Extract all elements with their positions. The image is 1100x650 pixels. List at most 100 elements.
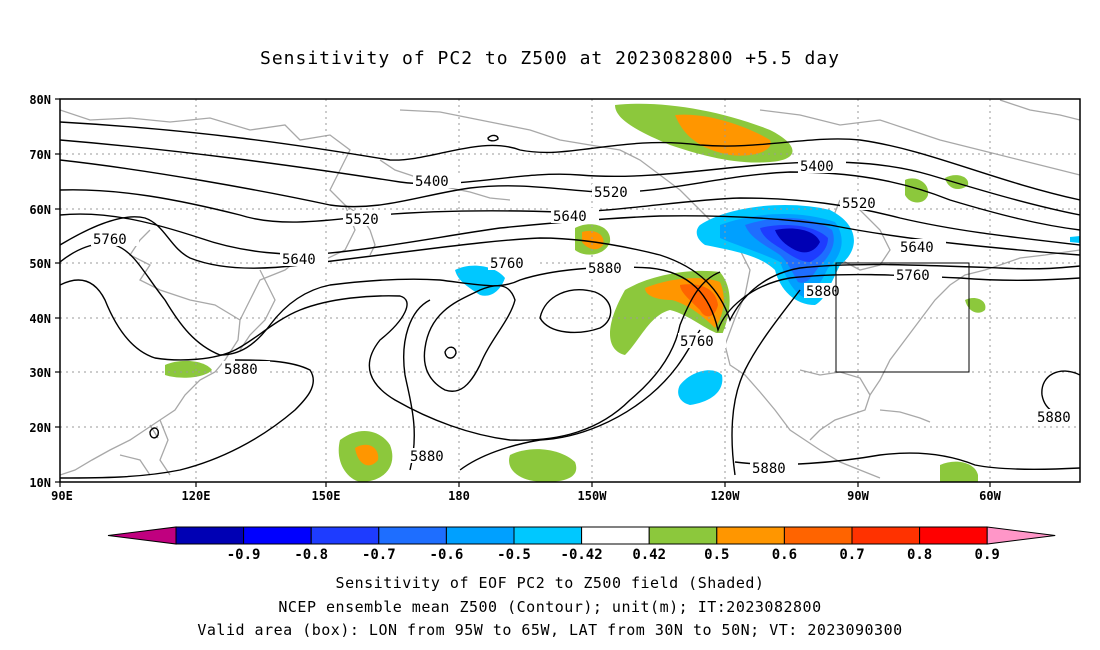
coastline-asia: [60, 109, 356, 476]
colorbar-swatch: [648, 526, 718, 545]
coastline-cuba: [879, 409, 931, 423]
colorbar-label: 0.8: [907, 547, 932, 563]
contour-label: 5520: [345, 212, 379, 228]
contour-label: 5880: [224, 362, 258, 378]
colorbar-swatch: [175, 526, 245, 545]
contour-label: 5640: [553, 209, 587, 225]
lat-label: 40N: [29, 312, 51, 326]
lon-label: 90W: [847, 489, 869, 503]
shade-positive: [905, 178, 929, 203]
colorbar-swatch: [513, 526, 583, 545]
valid-area-box: [835, 262, 970, 373]
colorbar-swatch: [919, 526, 988, 545]
contour-line: [487, 134, 499, 142]
contour-line: [60, 216, 1080, 322]
contour-line: [459, 329, 701, 471]
colorbar-label: -0.6: [430, 547, 464, 563]
shade-positive: [965, 298, 986, 313]
contour-label: 5760: [93, 232, 127, 248]
colorbar-swatch: [445, 526, 515, 545]
z500-contours: [60, 121, 1080, 479]
axis-ticks: [55, 98, 991, 487]
colorbar-swatch: [716, 526, 785, 545]
contour-line: [60, 213, 1080, 256]
shade-positive-stronger: [680, 284, 718, 317]
lat-label: 30N: [29, 366, 51, 380]
contour-label: 5760: [680, 334, 714, 350]
lon-label: 60W: [979, 489, 1001, 503]
coastline-arctic: [759, 109, 1080, 176]
contour-label: 5400: [800, 159, 834, 175]
lat-label: 70N: [29, 148, 51, 162]
colorbar-swatch: [581, 526, 650, 545]
footer-line-3: Valid area (box): LON from 95W to 65W, L…: [197, 621, 903, 639]
lon-label: 150E: [312, 489, 341, 503]
contour-label: 5520: [594, 185, 628, 201]
colorbar-end-low: [107, 526, 177, 545]
coastline-north-america-east: [869, 249, 1080, 396]
shade-positive: [945, 175, 969, 190]
shade-negative: [775, 228, 820, 253]
colorbar-swatch: [243, 526, 312, 545]
contour-label: 5640: [900, 240, 934, 256]
lat-labels: 80N 70N 60N 50N 40N 30N 20N 10N: [29, 93, 51, 490]
contour-line: [539, 289, 612, 334]
footer-line-1: Sensitivity of EOF PC2 to Z500 field (Sh…: [335, 574, 765, 592]
lat-label: 50N: [29, 257, 51, 271]
shade-positive-strong: [355, 444, 379, 466]
shade-positive: [509, 449, 577, 482]
colorbar-label: 0.42: [632, 547, 666, 563]
lat-label: 60N: [29, 203, 51, 217]
contour-line: [60, 271, 721, 441]
colorbar-swatch: [783, 526, 853, 545]
contour-label: 5400: [415, 174, 449, 190]
contour-line: [60, 139, 1080, 216]
footer-line-2: NCEP ensemble mean Z500 (Contour); unit(…: [278, 598, 822, 616]
shade-positive: [940, 461, 978, 482]
colorbar-label: 0.7: [839, 547, 864, 563]
colorbar-label: -0.7: [362, 547, 396, 563]
colorbar-label: -0.8: [294, 547, 328, 563]
coastline-japan: [239, 269, 276, 351]
contour-label: 5760: [896, 268, 930, 284]
lat-label: 80N: [29, 93, 51, 107]
contour-label: 5640: [282, 252, 316, 268]
lat-label: 10N: [29, 476, 51, 490]
colorbar-swatch: [851, 526, 921, 545]
contour-line: [60, 121, 1080, 201]
lon-label: 90E: [51, 489, 73, 503]
colorbar-label: -0.42: [561, 547, 603, 563]
colorbar-label: 0.9: [975, 547, 1000, 563]
lon-label: 150W: [578, 489, 608, 503]
contour-label: 5880: [1037, 410, 1071, 426]
coastlines: [60, 99, 1080, 479]
lon-label: 120E: [182, 489, 211, 503]
colorbar-label: 0.6: [772, 547, 797, 563]
contour-label: 5880: [588, 261, 622, 277]
coastline-north-america-west: [724, 249, 881, 479]
contour-line: [60, 243, 1080, 356]
contour-line: [423, 284, 516, 392]
contour-label: 5880: [806, 284, 840, 300]
lon-labels: 90E 120E 150E 180 150W 120W 90W 60W: [51, 489, 1001, 503]
colorbar-swatch: [378, 526, 447, 545]
shade-negative: [1070, 236, 1080, 243]
coastline-greenland: [999, 99, 1080, 121]
contour-line: [731, 289, 801, 476]
colorbar-label: -0.5: [497, 547, 531, 563]
map-title: Sensitivity of PC2 to Z500 at 2023082800…: [259, 48, 840, 69]
coastline-borneo: [119, 454, 151, 476]
colorbar: -0.9 -0.8 -0.7 -0.6 -0.5 -0.42 0.42 0.5 0.6 0.7 0.…: [107, 526, 1056, 563]
lon-label: 180: [448, 489, 470, 503]
colorbar-label: 0.5: [704, 547, 729, 563]
shade-negative: [455, 265, 505, 296]
lon-label: 120W: [711, 489, 741, 503]
shade-positive-strong: [582, 230, 604, 250]
shade-positive: [165, 360, 212, 378]
coastline-gulf: [799, 369, 871, 441]
contour-line: [734, 452, 1080, 470]
plot-frame: [59, 98, 1081, 483]
graticule: [60, 99, 1080, 482]
colorbar-end-high: [986, 526, 1056, 545]
